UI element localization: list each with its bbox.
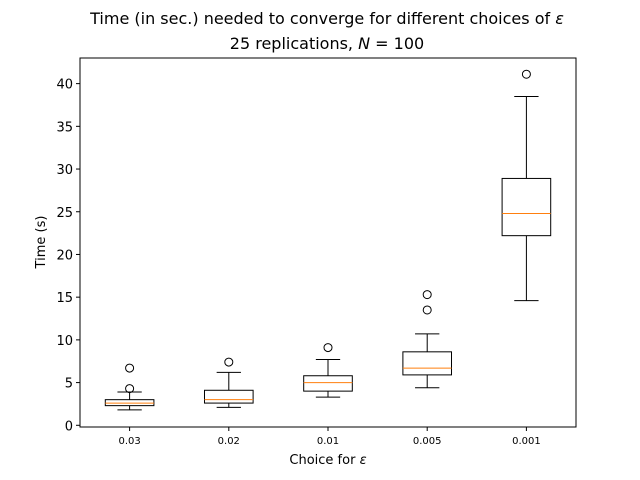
box-group (501, 69, 552, 302)
outlier-point (125, 363, 135, 373)
y-tick-label: 30 (56, 163, 73, 178)
x-tick-label: 0.01 (317, 436, 339, 447)
outlier-point (422, 290, 432, 300)
y-tick-label: 35 (56, 120, 73, 135)
y-axis-label: Time (s) (34, 216, 49, 270)
outlier-point (224, 357, 234, 367)
chart-title-line1: Time (in sec.) needed to converge for di… (89, 9, 564, 28)
y-tick-label: 40 (56, 78, 73, 93)
plot-area (104, 69, 552, 411)
axes-frame (79, 57, 577, 428)
y-tick-label: 20 (56, 248, 73, 263)
x-axis-ticks: 0.03 0.02 0.01 0.005 0.001 (118, 427, 541, 447)
x-tick-label: 0.02 (218, 436, 240, 447)
chart-title-line2: 25 replications, N = 100 (230, 34, 424, 53)
x-tick-label: 0.001 (512, 436, 541, 447)
outlier-point (521, 69, 531, 79)
box-group (402, 290, 453, 389)
y-tick-label: 10 (56, 334, 73, 349)
x-tick-label: 0.03 (118, 436, 140, 447)
outlier-point (125, 384, 135, 394)
outlier-point (323, 343, 333, 353)
box-iqr (203, 389, 254, 404)
y-tick-label: 15 (56, 291, 73, 306)
box-iqr (303, 375, 353, 392)
box-iqr (402, 351, 453, 376)
y-tick-label: 0 (65, 419, 73, 434)
x-axis-label: Choice for ε (289, 453, 366, 468)
box-group (303, 343, 353, 398)
box-iqr (501, 177, 552, 237)
outlier-point (422, 305, 432, 315)
box-group (104, 363, 155, 411)
y-tick-label: 5 (65, 377, 73, 392)
y-axis-ticks: 0 5 10 15 20 25 30 35 40 (56, 78, 80, 434)
box-group (203, 357, 254, 408)
y-tick-label: 25 (56, 206, 73, 221)
x-tick-label: 0.005 (413, 436, 442, 447)
